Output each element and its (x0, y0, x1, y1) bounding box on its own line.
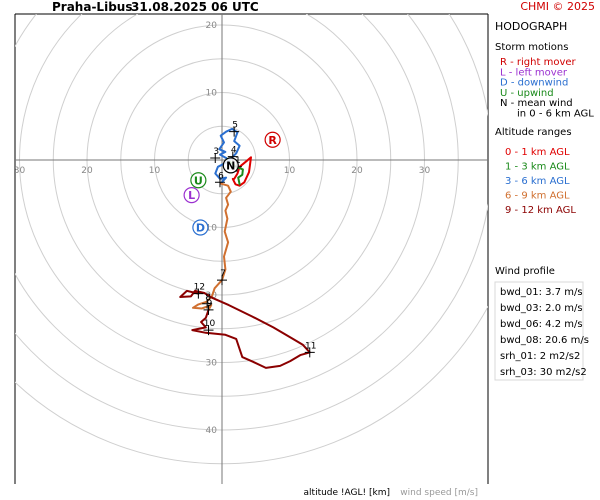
hodograph-segment (231, 156, 252, 187)
altitude-ranges-legend: 0 - 1 km AGL 1 - 3 km AGL 3 - 6 km AGL 6 - … (505, 147, 576, 216)
range-ring (15, 14, 488, 431)
x-axis-tick-label: 20 (351, 166, 363, 176)
storm-motion-label: R (268, 134, 277, 147)
credit-link[interactable]: CHMI © 2025 (520, 0, 595, 13)
wind-profile-value: srh_03: 30 m2/s2 (500, 367, 587, 378)
storm-motion-marker (183, 187, 200, 204)
altitude-tick-mark (214, 177, 225, 188)
storm-motions-heading: Storm motions (495, 42, 568, 53)
hodograph-segment (214, 127, 241, 185)
altitude-tick-mark (203, 325, 214, 336)
ring-label: 10 (206, 224, 218, 234)
storm-motion-label: D (196, 222, 205, 235)
x-axis-tick-label: 30 (419, 166, 431, 176)
ring-label: 10 (206, 89, 218, 99)
x-axis-tick-label: 20 (81, 166, 93, 176)
ring-label: 40 (206, 426, 218, 436)
altitude-tick-mark (210, 152, 221, 163)
altitude-axis-label: altitude !AGL! [km] (304, 488, 390, 498)
hodograph-segment (179, 289, 311, 369)
storm-motion-marker (264, 131, 281, 148)
hodograph-segment (192, 182, 232, 311)
storm-motion-legend-item: L - left mover (500, 67, 568, 78)
altitude-tick-label: 4 (231, 146, 237, 156)
station-name: Praha-Libus (52, 0, 132, 14)
storm-motion-label: U (194, 174, 203, 187)
altitude-range-legend-item: 6 - 9 km AGL (505, 191, 570, 202)
altitude-tick-mark (202, 298, 213, 309)
altitude-tick-label: 11 (305, 341, 316, 351)
x-axis-tick-label: 30 (14, 166, 26, 176)
altitude-tick-label: 6 (218, 171, 224, 181)
storm-motion-marker (192, 219, 209, 236)
altitude-tick-label: 12 (194, 283, 205, 293)
altitude-tick-label: 3 (213, 147, 219, 157)
altitude-range-legend-item: 0 - 1 km AGL (505, 147, 570, 158)
wind-profile-value: bwd_01: 3.7 m/s (500, 287, 583, 298)
altitude-tick-label: 9 (207, 299, 213, 309)
wind-profile-heading: Wind profile (495, 266, 555, 277)
altitude-tick-mark (203, 304, 214, 315)
storm-motion-label: N (226, 159, 235, 172)
storm-motion-marker (222, 157, 239, 174)
chart-datetime: 31.08.2025 06 UTC (131, 0, 259, 14)
wind-profile-value: srh_01: 2 m2/s2 (500, 351, 580, 362)
wind-profile-value: bwd_03: 2.0 m/s (500, 303, 583, 314)
wind-speed-axis-label: wind speed [m/s] (400, 488, 478, 498)
x-axis-tick-label: 10 (149, 166, 161, 176)
storm-motion-legend-item: R - right mover (500, 57, 577, 68)
altitude-tick-label: 8 (205, 293, 211, 303)
altitude-tick-mark (193, 288, 204, 299)
altitude-tick-label: 5 (232, 121, 238, 131)
ring-label: 20 (206, 21, 218, 31)
wind-profile-values: bwd_01: 3.7 m/s bwd_03: 2.0 m/s bwd_06: 4.… (500, 287, 589, 378)
altitude-tick-mark (304, 347, 315, 358)
altitude-tick-label: 10 (204, 319, 216, 329)
hodograph-title: HODOGRAPH (495, 20, 567, 33)
storm-motion-legend-item: D - downwind (500, 78, 568, 89)
storm-motion-label: L (188, 189, 195, 202)
altitude-tick-label: 7 (220, 269, 226, 279)
storm-motion-legend-item: N - mean wind (500, 98, 573, 109)
legend-panel: HODOGRAPH Storm motions R - right moverL… (494, 20, 594, 381)
x-axis-tick-label: 10 (284, 166, 296, 176)
wind-profile-box (494, 281, 584, 381)
storm-motion-marker (190, 172, 207, 189)
altitude-tick-mark (217, 275, 227, 286)
storm-motion-legend-item: in 0 - 6 km AGL (517, 109, 594, 120)
altitude-range-legend-item: 1 - 3 km AGL (505, 162, 570, 173)
ring-label: 30 (206, 359, 218, 369)
storm-motion-legend-item: U - upwind (500, 88, 554, 99)
wind-profile-value: bwd_06: 4.2 m/s (500, 319, 583, 330)
altitude-range-legend-item: 9 - 12 km AGL (505, 205, 576, 216)
altitude-range-legend-item: 3 - 6 km AGL (505, 176, 570, 187)
altitude-tick-mark (229, 126, 240, 137)
wind-profile-value: bwd_08: 20.6 m/s (500, 335, 589, 346)
altitude-ranges-heading: Altitude ranges (495, 127, 572, 138)
hodograph-plot: 1010202030304040302010102030134567891011… (14, 14, 488, 484)
altitude-tick-label: 1 (235, 156, 241, 166)
